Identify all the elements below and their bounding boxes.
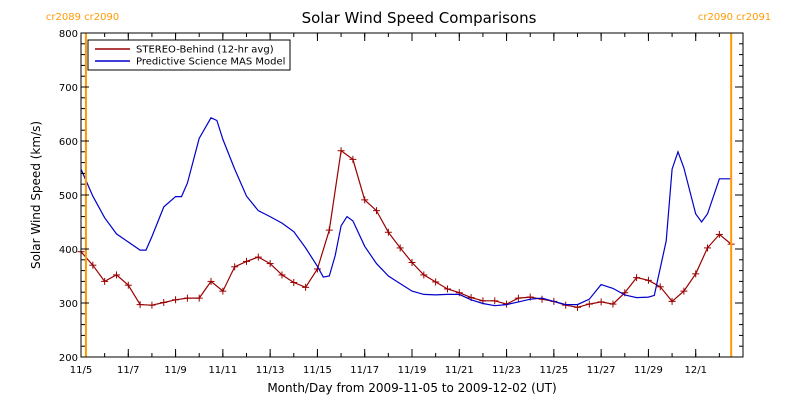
data-point [101,277,109,285]
data-point [420,271,428,279]
carrington-marker-label: cr2089 cr2090 [46,12,119,23]
series-line-0 [80,149,732,308]
plot-frame [80,32,744,358]
data-point [715,230,723,238]
data-point [373,207,381,215]
data-point [112,271,120,279]
data-point [609,300,617,308]
x-tick-label: 11/11 [208,365,237,376]
y-tick-label: 300 [59,299,78,310]
data-point [219,287,227,295]
y-tick-label: 600 [59,137,78,148]
data-point [243,257,250,265]
data-point [266,260,274,268]
x-tick-label: 11/19 [398,365,427,376]
data-point [692,270,700,278]
x-tick-label: 11/25 [539,365,568,376]
data-point [302,283,310,291]
data-point [278,271,286,279]
data-point [680,287,688,295]
data-point [443,285,451,293]
data-point [361,196,369,204]
chart-title: Solar Wind Speed Comparisons [302,9,537,27]
data-point [491,297,499,305]
data-point [668,297,676,305]
data-point [160,298,168,306]
y-tick-label: 200 [59,353,78,364]
data-point [656,283,664,291]
data-point [644,276,652,284]
x-tick-label: 11/23 [492,365,521,376]
data-point [148,301,156,309]
data-point [704,244,712,252]
x-tick-label: 12/1 [684,365,706,376]
data-point [290,278,298,286]
data-point [231,263,239,271]
legend-box [87,39,291,71]
series-line-1 [80,117,732,307]
data-point [172,296,180,304]
data-point [514,294,522,302]
data-point [325,226,333,234]
x-tick-label: 11/13 [256,365,285,376]
data-point [349,155,357,163]
x-tick-label: 11/9 [164,365,186,376]
x-tick-label: 11/15 [303,365,332,376]
carrington-marker-label: cr2090 cr2091 [698,12,771,23]
y-tick-label: 700 [59,83,78,94]
x-tick-label: 11/17 [350,365,379,376]
x-tick-label: 11/21 [445,365,474,376]
data-point [124,281,132,289]
data-point [432,278,440,286]
x-axis-label: Month/Day from 2009-11-05 to 2009-12-02 … [267,381,556,395]
legend: STEREO-Behind (12-hr avg)Predictive Scie… [87,39,291,71]
data-point [136,301,144,309]
data-point [207,277,215,285]
y-axis-label: Solar Wind Speed (km/s) [29,121,43,269]
data-point [195,294,203,302]
data-point [585,300,593,308]
legend-entry: Predictive Science MAS Model [136,57,285,68]
data-point [384,228,392,236]
x-tick-label: 11/27 [587,365,616,376]
y-tick-label: 400 [59,245,78,256]
data-point [89,261,97,269]
y-tick-label: 800 [59,29,78,40]
data-point [254,253,262,261]
data-point [183,294,191,302]
y-tick-label: 500 [59,191,78,202]
x-tick-label: 11/5 [70,365,92,376]
data-point [408,259,416,266]
data-point [633,274,641,282]
data-point [337,147,345,155]
x-tick-label: 11/7 [117,365,139,376]
legend-entry: STEREO-Behind (12-hr avg) [136,45,274,56]
data-point [597,298,605,306]
data-point [455,289,463,297]
x-tick-label: 11/29 [634,365,663,376]
data-point [396,244,404,252]
